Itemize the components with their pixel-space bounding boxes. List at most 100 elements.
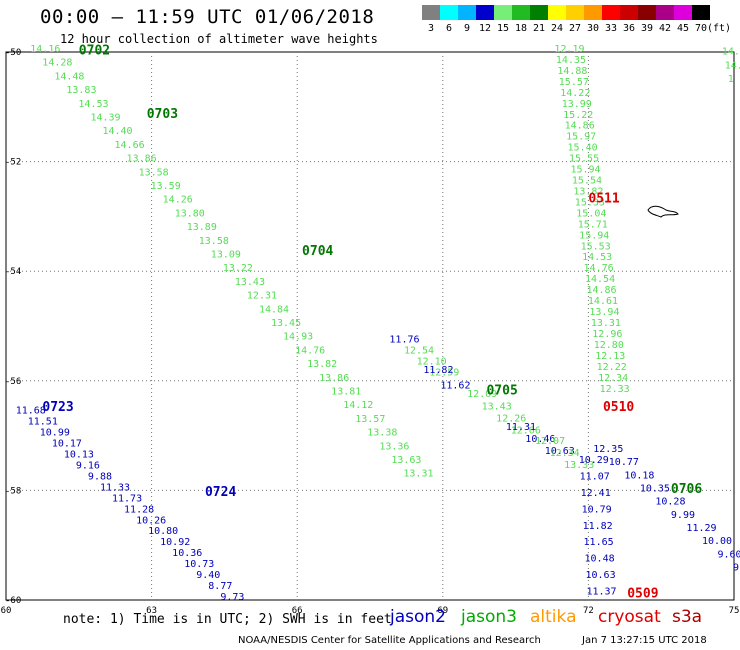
swh-value: 11.33 — [100, 482, 130, 493]
swh-value: 15.94 — [579, 230, 609, 241]
track-id-label: 0706 — [671, 482, 702, 497]
legend-swatch — [566, 5, 584, 20]
swh-value: 14.86 — [565, 121, 595, 132]
swh-value: 10.35 — [640, 483, 670, 494]
legend-swatch — [530, 5, 548, 20]
legend-swatch — [494, 5, 512, 20]
swh-value: 13.36 — [379, 441, 409, 452]
legend-label: 12 — [478, 23, 492, 34]
swh-value: 11.31 — [506, 422, 536, 433]
legend-swatch — [602, 5, 620, 20]
legend-swatch — [674, 5, 692, 20]
swh-value: 13.80 — [175, 208, 205, 219]
swh-value: 14.66 — [115, 140, 145, 151]
swh-value: 15.04 — [576, 208, 606, 219]
swh-value: 10.29 — [579, 455, 609, 466]
swh-value: 15.94 — [570, 165, 600, 176]
swh-value: 12.34 — [550, 448, 580, 459]
legend-label: 30 — [586, 23, 600, 34]
swh-value: 14.26 — [163, 195, 193, 206]
swh-value: 13.86 — [127, 154, 157, 165]
swh-value: 9.60 — [717, 549, 740, 560]
swh-value: 12.96 — [592, 329, 622, 340]
swh-value: 11.68 — [16, 406, 46, 417]
track-id-label: 0724 — [205, 485, 236, 500]
swh-value: 13.99 — [562, 99, 592, 110]
swh-value: 14.84 — [259, 304, 289, 315]
swh-value: 11.29 — [686, 523, 716, 534]
swh-value: 15.55 — [569, 154, 599, 165]
swh-value: 15.71 — [578, 219, 608, 230]
swh-value: 10.63 — [545, 446, 575, 457]
track-id-label: 0705 — [486, 384, 517, 399]
swh-value: 15.22 — [563, 110, 593, 121]
lon-tick-label: 69 — [437, 606, 448, 616]
legend-swatch — [692, 5, 710, 20]
legend-swatch — [584, 5, 602, 20]
swh-value: 14. — [725, 60, 740, 71]
swh-value: 12.66 — [511, 425, 541, 436]
swh-value: 14. — [722, 47, 740, 58]
legend-swatch — [476, 5, 494, 20]
swh-value: 12.41 — [581, 488, 611, 499]
sat-jason2: jason2 — [390, 607, 446, 627]
swh-value: 12.35 — [593, 444, 623, 455]
swh-value: 11.76 — [389, 334, 419, 345]
swh-value: 14.76 — [584, 263, 614, 274]
swh-value: 10.28 — [655, 497, 685, 508]
legend-label: 15 — [496, 23, 510, 34]
swh-value: 13.22 — [223, 263, 253, 274]
legend-swatch — [548, 5, 566, 20]
swh-value: 9.34 — [733, 562, 740, 573]
legend-label: 45 — [676, 23, 690, 34]
lon-tick-label: 66 — [292, 606, 303, 616]
legend-label: 9 — [463, 23, 471, 34]
credit-line: NOAA/NESDIS Center for Satellite Applica… — [238, 635, 541, 646]
legend-swatch — [512, 5, 530, 20]
swh-value: 14.22 — [560, 88, 590, 99]
swh-value: 13.45 — [271, 318, 301, 329]
swh-value: 14.35 — [556, 55, 586, 66]
swh-value: 11.82 — [583, 521, 613, 532]
swh-value: 14.53 — [582, 252, 612, 263]
legend-label: 27 — [568, 23, 582, 34]
swh-value: 13.43 — [235, 277, 265, 288]
swh-value: 8.77 — [208, 581, 232, 592]
swh-value: 10.48 — [585, 554, 615, 565]
swh-value: 11.73 — [112, 493, 142, 504]
swh-value: 14.39 — [90, 113, 120, 124]
swh-value: 13.81 — [331, 387, 361, 398]
island-coastline — [647, 205, 679, 218]
legend-label: 18 — [514, 23, 528, 34]
swh-value: 12.22 — [597, 362, 627, 373]
swh-value: 13.63 — [391, 455, 421, 466]
swh-value: 14.88 — [557, 66, 587, 77]
swh-value: 12.59 — [429, 367, 459, 378]
legend-label: 3 — [427, 23, 435, 34]
swh-value: 12.33 — [600, 384, 630, 395]
legend-swatch — [422, 5, 440, 20]
legend-swatch — [440, 5, 458, 20]
swh-value: 13.38 — [367, 428, 397, 439]
swh-value: 10.79 — [582, 504, 612, 515]
lon-tick-label: 72 — [583, 606, 594, 616]
swh-value: 13.82 — [573, 186, 603, 197]
lon-tick-label: 60 — [1, 606, 12, 616]
swh-value: 14.54 — [585, 274, 615, 285]
swh-value: 10.80 — [148, 526, 178, 537]
swh-value: 10.26 — [136, 515, 166, 526]
swh-value: 13.33 — [564, 460, 594, 471]
swh-value: 13.86 — [319, 373, 349, 384]
swh-value: 14.53 — [78, 99, 108, 110]
page-subtitle: 12 hour collection of altimeter wave hei… — [60, 32, 378, 46]
track-id-label: 0702 — [79, 44, 110, 59]
lat-tick-label: -52 — [5, 158, 21, 168]
lon-tick-label: 63 — [146, 606, 157, 616]
swh-value: 15.57 — [559, 77, 589, 88]
legend-swatch — [638, 5, 656, 20]
swh-value: 12.31 — [247, 291, 277, 302]
swh-value: 12.09 — [467, 389, 497, 400]
swh-value: 13.58 — [139, 167, 169, 178]
legend-label: 24 — [550, 23, 564, 34]
